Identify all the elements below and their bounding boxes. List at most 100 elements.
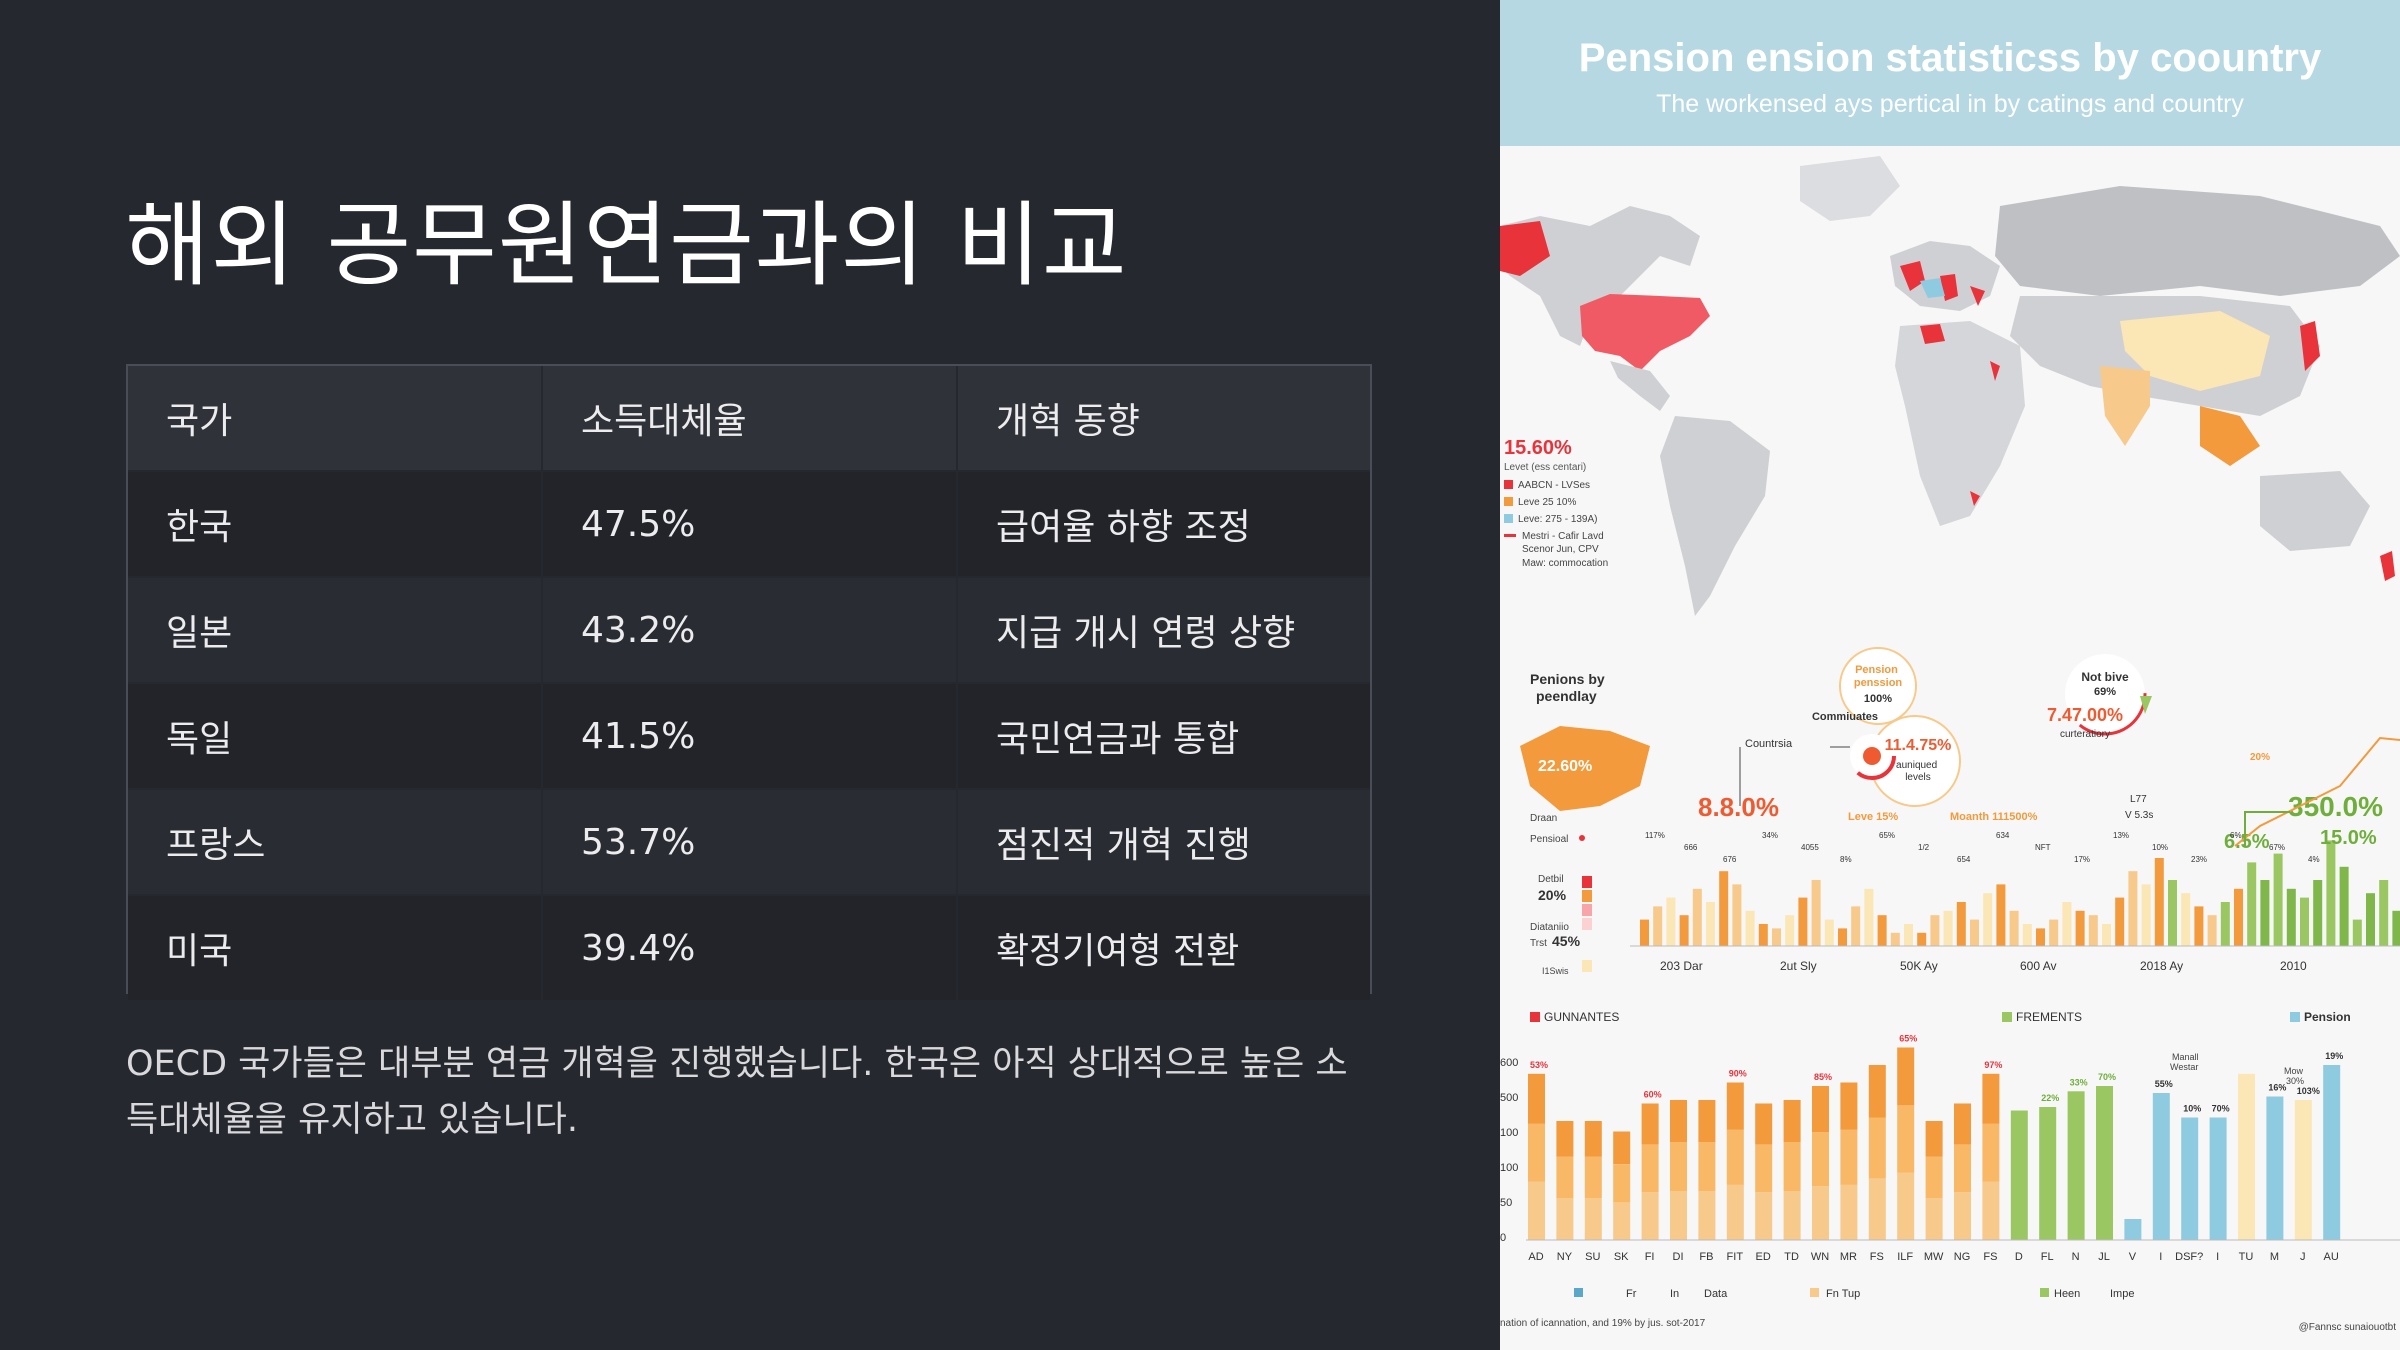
bottom-bar	[2266, 1096, 2284, 1240]
mid-bar	[2088, 915, 2098, 946]
footer-label: In	[1670, 1288, 1679, 1300]
bubble-arrow	[2140, 696, 2152, 714]
bubble-commiuates: Commiuates	[1812, 711, 1878, 723]
bottom-bar-label: 16%	[2268, 1083, 2286, 1093]
mid-bar	[2234, 888, 2243, 946]
map-legend-headline: 15.60%	[1504, 437, 1572, 459]
bottom-bar-segment	[1698, 1142, 1716, 1191]
map-legend-item: Leve: 275 - 139A)	[1518, 514, 1598, 525]
map-legend-swatch	[1504, 497, 1513, 506]
bottom-category-label: I	[2216, 1251, 2219, 1263]
mid-small-label: 13%	[2113, 831, 2129, 840]
y-tick-label: 0	[1500, 1232, 1506, 1244]
side-panel-scale	[1582, 890, 1592, 902]
map-legend-swatch	[1504, 534, 1516, 537]
y-tick-label: 50	[1500, 1197, 1512, 1209]
legend-swatch	[1530, 1012, 1540, 1022]
bottom-bar-segment	[1641, 1144, 1659, 1193]
side-panel-row-value: 45%	[1552, 933, 1581, 949]
mid-small-label: 17%	[2074, 855, 2090, 864]
table-cell-country: 프랑스	[128, 790, 543, 894]
map-se-asia	[2200, 406, 2260, 466]
mid-small-label: 8%	[1840, 855, 1852, 864]
bottom-extra-label-line: Mow	[2284, 1066, 2304, 1076]
mid-bar	[1692, 888, 1702, 946]
bottom-bar-segment	[1897, 1105, 1915, 1173]
bottom-bar-segment	[1613, 1202, 1631, 1240]
side-panel-row-value: 20%	[1538, 887, 1567, 903]
footer-label: Data	[1704, 1288, 1728, 1300]
bottom-bar-label: 22%	[2041, 1093, 2059, 1103]
mid-small-label: 23%	[2191, 855, 2207, 864]
table-cell-trend: 지급 개시 연령 상향	[996, 613, 1296, 654]
bubble-notbive-label: Not bive	[2081, 670, 2129, 684]
mid-bar	[1798, 897, 1808, 946]
bottom-bar-label: 10%	[2183, 1104, 2201, 1114]
mid-bar	[1732, 884, 1742, 946]
bottom-bar-segment	[1584, 1121, 1602, 1157]
mid-bar	[2339, 866, 2349, 946]
bottom-category-label: SK	[1614, 1251, 1629, 1263]
table-row: 프랑스 53.7% 점진적 개혁 진행	[128, 790, 1370, 896]
mid-callout: Moanth 111500%	[1950, 811, 2038, 823]
mid-bar	[1785, 915, 1795, 946]
bottom-bar-label: 85%	[1814, 1072, 1832, 1082]
bottom-bar-segment	[1812, 1132, 1829, 1187]
map-china	[2120, 311, 2270, 391]
mid-small-label: 666	[1684, 843, 1698, 852]
bottom-bar-segment	[1670, 1142, 1687, 1191]
mid-group-label: 2010	[2280, 959, 2307, 973]
mid-bar	[2326, 840, 2336, 946]
bottom-bar-label: 60%	[1644, 1090, 1662, 1100]
bottom-category-label: TU	[2239, 1251, 2254, 1263]
footer-swatch	[2040, 1288, 2049, 1297]
mid-group-label: 50K Ay	[1900, 959, 1938, 973]
table-header-row: 국가 소득대체율 개혁 동향	[128, 366, 1370, 472]
bottom-bar-segment	[1641, 1103, 1659, 1145]
bottom-bar	[2010, 1110, 2028, 1240]
mid-group-label: 203 Dar	[1660, 959, 1703, 973]
mid-callout: L77	[2130, 794, 2147, 805]
bottom-category-label: FIT	[1727, 1251, 1744, 1263]
bottom-bar-label: 65%	[1899, 1034, 1917, 1044]
bottom-bar-segment	[1755, 1192, 1773, 1240]
bottom-category-label: DSF?	[2175, 1251, 2203, 1263]
map-greenland	[1800, 156, 1900, 221]
mid-bar	[2049, 919, 2059, 946]
map-south-america	[1660, 416, 1770, 616]
map-russia	[1995, 186, 2400, 296]
bottom-bar	[2039, 1107, 2057, 1240]
map-legend-item: Mestri - Cafir Lavd	[1522, 531, 1604, 542]
mid-callout: 6.5%	[2224, 831, 2270, 853]
bottom-category-label: FI	[1645, 1251, 1655, 1263]
bottom-bar-segment	[1954, 1103, 1971, 1145]
table-cell-trend: 점진적 개혁 진행	[996, 825, 1251, 866]
table-cell-country: 독일	[128, 684, 543, 788]
mid-bar	[2141, 884, 2151, 946]
bottom-category-label: AD	[1528, 1251, 1543, 1263]
bottom-bar	[2209, 1117, 2227, 1240]
bottom-bar-segment	[1584, 1156, 1602, 1199]
mid-small-label: 10%	[2152, 843, 2168, 852]
bottom-category-label: D	[2015, 1251, 2023, 1263]
mid-bar	[1758, 924, 1768, 946]
mid-bar	[1904, 924, 1913, 946]
legend-label: Pension	[2304, 1010, 2351, 1024]
mid-small-label: 676	[1723, 855, 1737, 864]
infographic-header: Pension ension statisticss by coountry T…	[1500, 0, 2400, 146]
side-panel-label: Pensioal	[1530, 834, 1568, 845]
bottom-bar-segment	[1641, 1192, 1659, 1240]
bottom-category-label: I	[2159, 1251, 2162, 1263]
bottom-bar	[2181, 1117, 2199, 1240]
table-cell-country: 미국	[128, 896, 543, 1000]
mid-bar	[1772, 928, 1781, 946]
mid-small-label: 4055	[1801, 843, 1819, 852]
mid-bar	[2273, 853, 2283, 946]
infographic-graphics: 15.60% Levet (ess centari) AABCN - LVSes…	[1500, 156, 2400, 1333]
side-panel-row-label: Diataniio	[1530, 922, 1569, 933]
table-row: 일본 43.2% 지급 개시 연령 상향	[128, 578, 1370, 684]
middle-chart-group-labels: 203 Dar 2ut Sly 50K Ay 600 Av 2018 Ay 2010	[1660, 959, 2307, 973]
table-cell-trend: 국민연금과 통합	[996, 719, 1240, 760]
bottom-bar-segment	[1868, 1065, 1886, 1118]
mid-bar	[2168, 880, 2177, 946]
